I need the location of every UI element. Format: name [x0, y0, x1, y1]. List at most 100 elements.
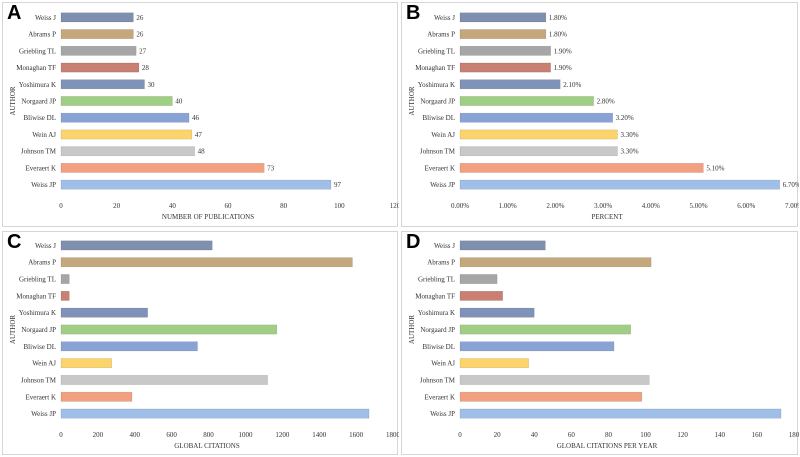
- x-tick-label: 80: [280, 202, 288, 210]
- x-tick-label: 120: [390, 202, 399, 210]
- category-label: Wein AJ: [32, 360, 56, 368]
- x-tick-label: 600: [166, 431, 177, 439]
- category-label: Griebling TL: [418, 276, 455, 284]
- data-label: 5.10%: [706, 164, 724, 172]
- x-tick-label: 4.00%: [642, 202, 660, 210]
- category-label: Everaert K: [424, 393, 455, 401]
- panel-a-publications-chart: A AUTHOR Weiss J 26 Abrams P 26 Griebling TL 2…: [2, 2, 399, 227]
- global-citations-bar-chart: AUTHOR Weiss J Abrams P Griebling TL Monagha…: [9, 240, 399, 450]
- x-tick-label: 1800: [386, 431, 399, 439]
- category-label: Monaghan TF: [415, 292, 455, 300]
- x-tick-label: 80: [605, 431, 613, 439]
- category-label: Weiss J: [35, 242, 56, 250]
- y-axis-title: AUTHOR: [9, 86, 17, 115]
- category-label: Norgaard JP: [420, 98, 455, 106]
- publications-bar-chart: AUTHOR Weiss J 26 Abrams P 26 Griebling TL 27 M…: [9, 12, 399, 221]
- bar: [60, 29, 134, 39]
- data-label: 26: [136, 14, 144, 22]
- data-label: 1.90%: [554, 47, 572, 55]
- bar: [60, 12, 134, 23]
- category-label: Monaghan TF: [16, 64, 56, 72]
- category-label: Norgaard JP: [21, 98, 56, 106]
- y-axis-title: AUTHOR: [408, 86, 416, 115]
- bar: [60, 257, 353, 268]
- data-label: 47: [195, 131, 203, 139]
- x-tick-label: 20: [113, 202, 121, 210]
- bar: [60, 408, 370, 419]
- category-label: Yoshimura K: [418, 81, 455, 89]
- bar: [459, 146, 618, 157]
- panel-b-percent-chart: B AUTHOR Weiss J 1.80% Abrams P 1.80% Griebli…: [401, 2, 799, 227]
- bar: [459, 62, 551, 73]
- x-tick-label: 0: [59, 202, 63, 210]
- data-label: 1.80%: [549, 31, 567, 39]
- category-label: Wein AJ: [32, 131, 56, 139]
- data-label: 1.80%: [549, 14, 567, 22]
- x-tick-label: 40: [531, 431, 539, 439]
- category-label: Wein AJ: [431, 360, 455, 368]
- data-label: 3.30%: [620, 131, 638, 139]
- bar: [60, 358, 112, 369]
- bar: [459, 408, 782, 419]
- bar: [459, 341, 615, 352]
- category-label: Wein AJ: [431, 131, 455, 139]
- bar: [459, 129, 618, 140]
- category-label: Weiss J: [434, 14, 455, 22]
- category-label: Weiss JP: [430, 410, 455, 418]
- bar: [60, 307, 148, 318]
- data-label: 28: [142, 64, 150, 72]
- data-label: 1.90%: [554, 64, 572, 72]
- category-label: Yoshimura K: [19, 309, 56, 317]
- category-label: Everaert K: [424, 164, 455, 172]
- bar: [60, 129, 193, 140]
- bar: [60, 290, 70, 301]
- category-label: Griebling TL: [19, 276, 56, 284]
- x-tick-label: 60: [568, 431, 576, 439]
- category-label: Monaghan TF: [16, 292, 56, 300]
- x-tick-label: 200: [93, 431, 104, 439]
- bar: [459, 290, 503, 301]
- bar: [60, 163, 265, 173]
- x-tick-label: 40: [169, 202, 177, 210]
- x-tick-label: 1400: [312, 431, 327, 439]
- bar: [60, 112, 190, 123]
- x-tick-label: 2.00%: [546, 202, 564, 210]
- category-label: Norgaard JP: [420, 326, 455, 334]
- bar: [459, 358, 529, 369]
- bar: [459, 12, 547, 23]
- x-tick-label: 1.00%: [499, 202, 517, 210]
- bar: [60, 62, 140, 73]
- category-label: Everaert K: [25, 393, 56, 401]
- bar: [459, 257, 652, 268]
- bar: [459, 391, 643, 402]
- x-tick-label: 400: [130, 431, 141, 439]
- bar: [60, 324, 278, 335]
- category-label: Bliwise DL: [24, 343, 56, 351]
- data-label: 2.10%: [563, 81, 581, 89]
- category-label: Norgaard JP: [21, 326, 56, 334]
- category-label: Monaghan TF: [415, 64, 455, 72]
- x-tick-label: 160: [752, 431, 763, 439]
- x-tick-label: 5.00%: [690, 202, 708, 210]
- x-tick-label: 60: [225, 202, 233, 210]
- bar: [60, 274, 70, 284]
- data-label: 3.30%: [620, 148, 638, 156]
- y-axis-title: AUTHOR: [408, 315, 416, 344]
- panel-letter: A: [7, 2, 22, 24]
- x-tick-label: 3.00%: [594, 202, 612, 210]
- bar: [60, 240, 213, 251]
- bar: [60, 391, 133, 402]
- bar: [459, 179, 780, 190]
- category-label: Weiss J: [35, 14, 56, 22]
- x-tick-label: 6.00%: [737, 202, 755, 210]
- x-axis-title: GLOBAL CITATIONS: [174, 442, 240, 450]
- x-tick-label: 100: [640, 431, 651, 439]
- y-axis-title: AUTHOR: [9, 315, 17, 344]
- bar: [60, 375, 268, 385]
- category-label: Griebling TL: [418, 47, 455, 55]
- category-label: Abrams P: [427, 259, 455, 267]
- data-label: 6.70%: [783, 181, 799, 189]
- x-tick-label: 0: [59, 431, 63, 439]
- x-tick-label: 100: [334, 202, 345, 210]
- bar: [60, 79, 145, 90]
